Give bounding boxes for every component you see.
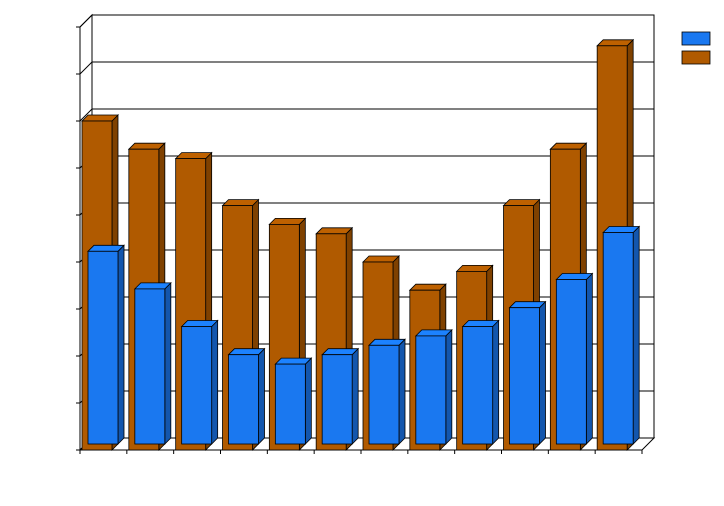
bar-top xyxy=(180,320,219,327)
bar xyxy=(321,347,360,445)
bar-side xyxy=(164,281,172,445)
bar-top xyxy=(227,348,266,356)
bar-front xyxy=(368,344,400,445)
bar-side xyxy=(258,347,265,445)
bar xyxy=(87,244,125,445)
bar-front xyxy=(321,354,353,445)
bar-front xyxy=(134,288,166,445)
bar xyxy=(180,319,219,445)
bar-top xyxy=(274,357,313,365)
bar-side xyxy=(351,347,359,445)
bar xyxy=(461,319,500,445)
bar-top xyxy=(362,255,400,263)
bar-side xyxy=(398,338,406,445)
bar-front xyxy=(415,335,447,445)
bar xyxy=(508,300,547,445)
bar-top xyxy=(414,329,453,337)
bar-top xyxy=(502,199,541,207)
grid-line-side xyxy=(79,14,93,28)
bar-top xyxy=(508,301,547,309)
bar-side xyxy=(304,357,312,445)
bar xyxy=(602,225,641,445)
bar-front xyxy=(555,279,587,445)
bar-top xyxy=(315,227,354,235)
bar-front xyxy=(87,250,119,445)
bar-top xyxy=(133,282,172,290)
bar-top xyxy=(321,348,360,356)
bar-top xyxy=(596,39,635,47)
grid-line-side xyxy=(79,108,93,122)
legend-swatch xyxy=(681,31,711,46)
bar xyxy=(274,357,313,445)
bar-front xyxy=(462,326,494,445)
bar-top xyxy=(555,273,594,280)
grid-line-side xyxy=(79,61,93,75)
bar xyxy=(133,281,172,445)
bar-top xyxy=(87,244,125,252)
bar-front xyxy=(509,307,540,445)
bar-top xyxy=(455,264,494,272)
bar-top xyxy=(127,142,166,150)
bar-side xyxy=(632,225,640,445)
bar-top xyxy=(174,152,213,160)
bar-top xyxy=(368,338,406,346)
bar-top xyxy=(268,217,307,225)
bar-side xyxy=(445,328,453,445)
bar xyxy=(414,328,453,445)
bar xyxy=(555,272,594,445)
bar-side xyxy=(585,272,593,445)
bar-top xyxy=(221,199,260,207)
bar-top xyxy=(461,320,500,327)
bar-top xyxy=(81,114,119,122)
bar-side xyxy=(492,319,500,445)
bar xyxy=(227,347,266,445)
legend-swatch xyxy=(681,50,711,65)
bar-top xyxy=(549,142,588,150)
bar-top xyxy=(408,283,447,291)
bar-side xyxy=(539,300,546,445)
bar-side xyxy=(117,244,125,445)
bar-front xyxy=(181,326,213,445)
bar-front xyxy=(274,363,306,445)
bar xyxy=(368,338,406,445)
bar-side xyxy=(211,319,219,445)
bar-front xyxy=(228,354,259,445)
bar-front xyxy=(602,232,634,445)
bar-top xyxy=(602,226,641,233)
